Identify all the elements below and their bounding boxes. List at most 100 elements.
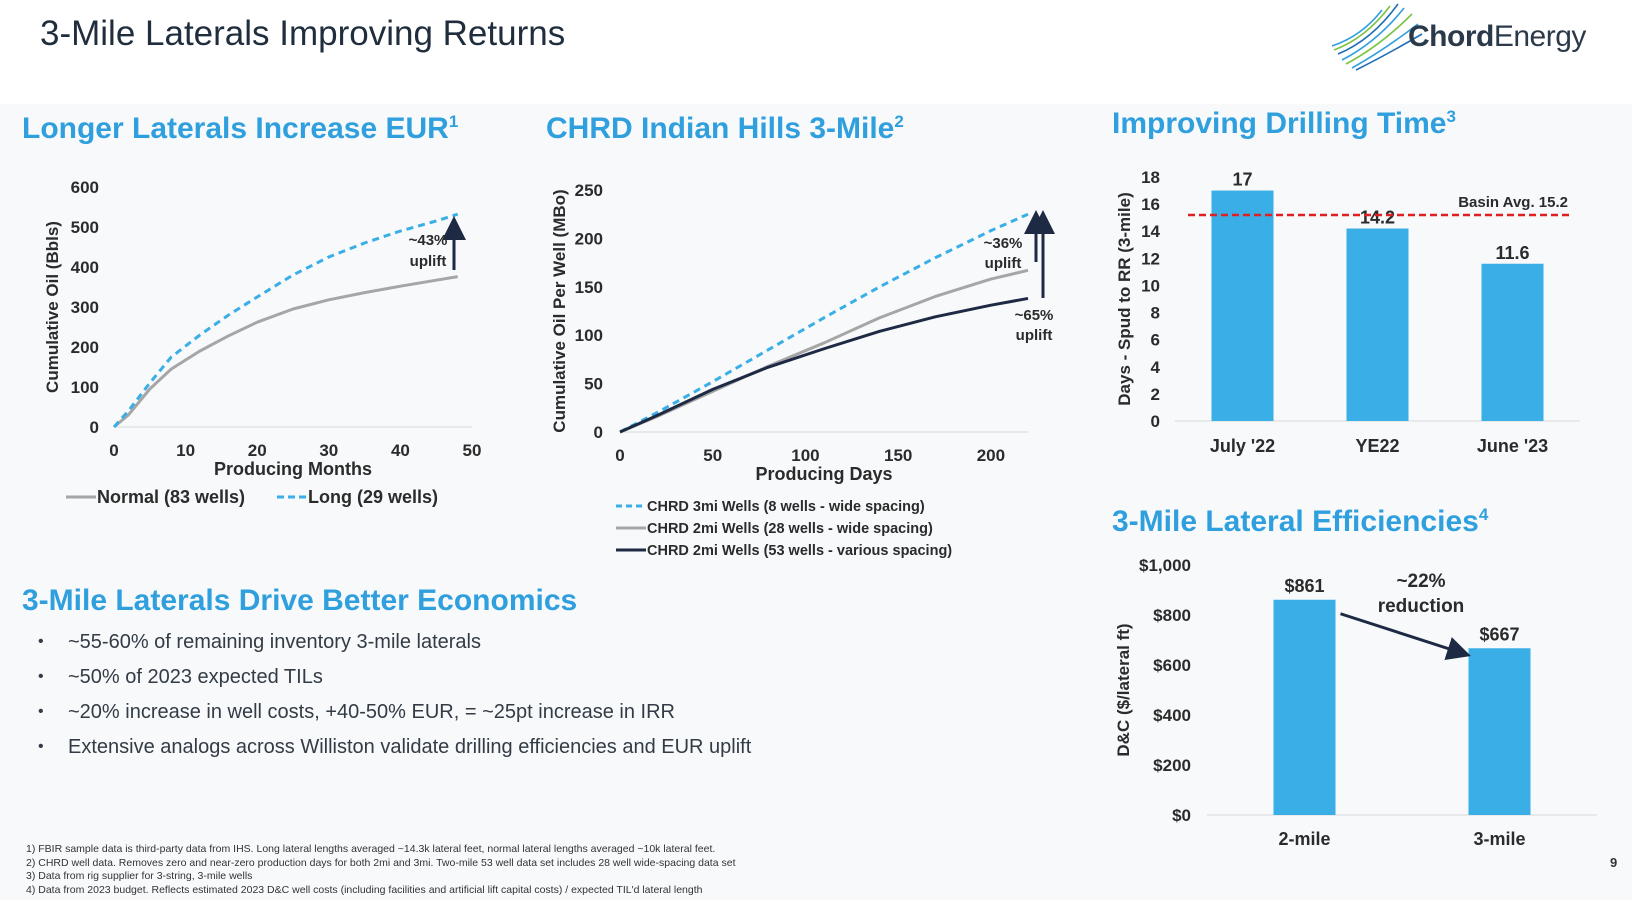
x-tick-label: July '22 [1210,436,1275,456]
page-number: 9 [1610,855,1618,870]
bar [1468,648,1531,815]
efficiencies-title-text: 3-Mile Lateral Efficiencies [1112,505,1479,538]
efficiencies-section-title: 3-Mile Lateral Efficiencies4 [1112,505,1488,539]
footnote: 3) Data from rig supplier for 3-string, … [26,870,253,882]
x-tick-label: YE22 [1355,436,1399,456]
x-tick-label: 50 [463,441,482,460]
x-tick-label: 0 [615,446,624,465]
bullet-dot-icon: • [38,668,44,685]
y-tick-label: $800 [1153,606,1191,625]
y-tick-label: 400 [71,258,99,277]
y-tick-label: $200 [1153,756,1191,775]
x-tick-label: 30 [319,441,338,460]
x-tick-label: 50 [703,446,722,465]
y-tick-label: 100 [575,326,603,345]
drilling-time-title-text: Improving Drilling Time [1112,107,1447,140]
bar [1481,263,1544,421]
y-tick-label: 14 [1141,222,1160,241]
bar-value-label: $667 [1479,624,1519,644]
y-tick-label: 10 [1141,276,1160,295]
bullet-text: Extensive analogs across Williston valid… [68,736,752,758]
y-tick-label: $0 [1172,806,1191,825]
y-axis-label: Days - Spud to RR (3-mile) [1115,192,1134,405]
y-tick-label: 300 [71,298,99,317]
x-tick-label: 100 [791,446,819,465]
series-line [112,212,459,429]
bar-value-label: $861 [1284,576,1324,596]
y-tick-label: $400 [1153,706,1191,725]
bullet-text: ~50% of 2023 expected TILs [68,666,323,688]
x-tick-label: 20 [248,441,267,460]
y-tick-label: 0 [594,423,603,442]
indian-hills-title-text: CHRD Indian Hills 3-Mile [546,112,895,145]
y-tick-label: $600 [1153,656,1191,675]
y-tick-label: 8 [1151,304,1160,323]
legend-label: Normal (83 wells) [97,487,245,507]
x-tick-label: 200 [977,446,1005,465]
reduction-arrow-icon [1340,612,1471,660]
drilling-time-title-footnote: 3 [1446,107,1456,126]
x-axis-label: Producing Days [755,464,892,484]
x-tick-label: 150 [884,446,912,465]
annotation-text: ~65% [1015,307,1054,324]
annotation-text: reduction [1378,596,1465,617]
y-tick-label: 16 [1141,195,1160,214]
eur-title-footnote: 1 [448,112,459,131]
y-tick-label: 0 [90,418,99,437]
bar [1273,599,1336,815]
annotation-text: uplift [985,255,1022,272]
footnotes: 1) FBIR sample data is third-party data … [26,843,736,897]
y-tick-label: 0 [1151,412,1160,431]
y-tick-label: 200 [71,338,99,357]
y-axis-label: Cumulative Oil Per Well (MBo) [550,189,569,432]
y-tick-label: 600 [71,178,99,197]
x-tick-label: 0 [109,441,118,460]
footnote: 2) CHRD well data. Removes zero and near… [26,856,736,869]
bullet-item: • Extensive analogs across Williston vali… [20,735,751,770]
y-tick-label: 4 [1151,358,1161,377]
bullet-item: • ~50% of 2023 expected TILs [20,665,751,700]
series-line [619,296,1029,434]
indian-hills-section-title: CHRD Indian Hills 3-Mile2 [546,112,904,146]
y-tick-label: $1,000 [1139,556,1191,575]
legend-label: CHRD 2mi Wells (28 wells - wide spacing) [647,521,933,537]
bar [1346,228,1409,421]
bullet-item: • ~55-60% of remaining inventory 3-mile l… [20,630,751,665]
y-tick-label: 12 [1141,249,1160,268]
series-line [113,275,458,429]
footnote: 4) Data from 2023 budget. Reflects estim… [26,883,703,896]
y-tick-label: 18 [1141,168,1160,187]
legend-label: CHRD 3mi Wells (8 wells - wide spacing) [647,499,925,515]
bullet-item: • ~20% increase in well costs, +40-50% EU… [20,700,751,735]
footnote: 1) FBIR sample data is third-party data … [26,843,716,855]
indian-hills-title-footnote: 2 [894,112,904,131]
y-axis-label: D&C ($/lateral ft) [1114,623,1133,756]
economics-bullet-list: • ~55-60% of remaining inventory 3-mile l… [20,630,751,770]
legend-label: CHRD 2mi Wells (53 wells - various spaci… [647,543,952,559]
y-tick-label: 50 [584,375,603,394]
bar [1211,190,1274,421]
x-tick-label: 3-mile [1473,829,1525,849]
logo-bold-text: Chord [1408,20,1494,53]
x-tick-label: June '23 [1477,436,1548,456]
series-line [619,212,1029,434]
efficiencies-title-footnote: 4 [1478,505,1489,524]
chord-energy-logo-icon [1332,3,1423,71]
x-axis-label: Producing Months [214,459,372,479]
y-tick-label: 100 [71,378,99,397]
bullet-dot-icon: • [38,738,44,755]
bar-value-label: 11.6 [1495,243,1529,263]
series-line [619,268,1029,434]
annotation-text: ~36% [984,235,1023,252]
logo-light-text: Energy [1493,20,1587,53]
y-tick-label: 500 [71,218,99,237]
y-tick-label: 6 [1151,331,1160,350]
y-tick-label: 250 [575,181,603,200]
basin-average-label: Basin Avg. 15.2 [1458,194,1568,211]
eur-title-text: Longer Laterals Increase EUR [22,112,449,145]
x-tick-label: 2-mile [1278,829,1330,849]
bar-value-label: 14.2 [1360,208,1395,228]
y-tick-label: 150 [575,278,603,297]
bullet-text: ~55-60% of remaining inventory 3-mile la… [68,631,481,653]
slide-title: 3-Mile Laterals Improving Returns [40,14,566,53]
